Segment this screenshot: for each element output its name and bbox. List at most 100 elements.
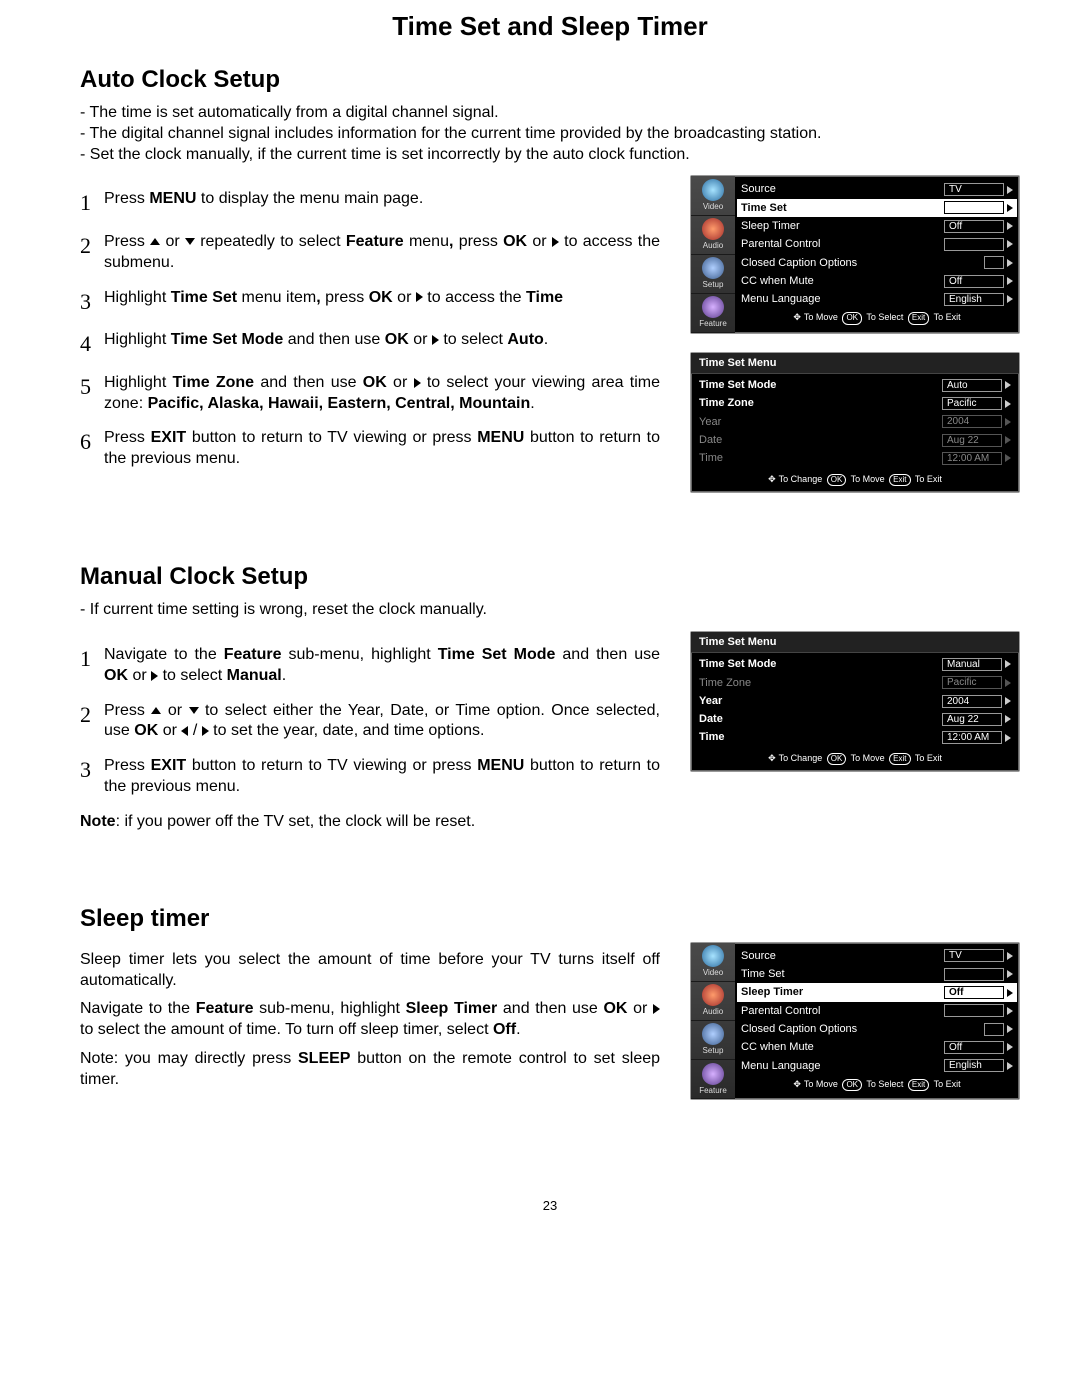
- osd-row-parental[interactable]: Parental Control: [741, 1002, 1013, 1020]
- osd-row-language[interactable]: Menu LanguageEnglish: [741, 1057, 1013, 1075]
- step-num: 6: [80, 428, 104, 457]
- step-text: Press or repeatedly to select Feature me…: [104, 232, 660, 274]
- step-text: Press MENU to display the menu main page…: [104, 189, 660, 210]
- section-sleep-heading: Sleep timer: [80, 903, 1020, 934]
- step-text: Press EXIT button to return to TV viewin…: [104, 428, 660, 470]
- osd-tab-feature[interactable]: Feature: [691, 1060, 735, 1099]
- sleep-p2: Navigate to the Feature sub-menu, highli…: [80, 999, 660, 1041]
- osd-row-source[interactable]: SourceTV: [741, 180, 1013, 198]
- chevron-right-icon: [1005, 454, 1011, 462]
- down-icon: [185, 238, 195, 245]
- osd-row-sleeptimer[interactable]: Sleep TimerOff: [741, 217, 1013, 235]
- osd-row-timezone: Time ZonePacific: [699, 674, 1011, 692]
- osd-row-cc-mute[interactable]: CC when MuteOff: [741, 272, 1013, 290]
- osd-footer: To Move OK To Select Exit To Exit: [741, 1075, 1013, 1097]
- audio-icon: [702, 218, 724, 240]
- manual-note: Note: if you power off the TV set, the c…: [80, 812, 660, 833]
- osd-tab-audio[interactable]: Audio: [691, 216, 735, 255]
- chevron-right-icon: [1007, 240, 1013, 248]
- chevron-right-icon: [1007, 204, 1013, 212]
- right-icon: [202, 726, 209, 736]
- chevron-right-icon: [1005, 418, 1011, 426]
- osd-row-cc-mute[interactable]: CC when MuteOff: [741, 1038, 1013, 1056]
- audio-icon: [702, 984, 724, 1006]
- osd-row-language[interactable]: Menu LanguageEnglish: [741, 290, 1013, 308]
- auto-steps: 1 Press MENU to display the menu main pa…: [80, 189, 660, 470]
- chevron-right-icon: [1007, 1062, 1013, 1070]
- osd-tab-audio[interactable]: Audio: [691, 982, 735, 1021]
- chevron-right-icon: [1005, 400, 1011, 408]
- step-text: Highlight Time Zone and then use OK or t…: [104, 373, 660, 415]
- right-icon: [414, 378, 421, 388]
- osd-tab-video[interactable]: Video: [691, 176, 735, 215]
- osd-row-time[interactable]: Time12:00 AM: [699, 728, 1011, 746]
- osd-row-year[interactable]: Year2004: [699, 692, 1011, 710]
- chevron-right-icon: [1005, 679, 1011, 687]
- video-icon: [702, 945, 724, 967]
- chevron-right-icon: [1007, 989, 1013, 997]
- osd-row-cc-options[interactable]: Closed Caption Options: [741, 254, 1013, 272]
- osd-footer: To Change OK To Move Exit To Exit: [691, 470, 1019, 492]
- step-num: 1: [80, 189, 104, 218]
- chevron-right-icon: [1005, 697, 1011, 705]
- up-icon: [151, 707, 161, 714]
- osd-row-sleeptimer[interactable]: Sleep TimerOff: [737, 983, 1017, 1001]
- osd-timeset-menu-manual: Time Set Menu Time Set ModeManual Time Z…: [690, 631, 1020, 772]
- chevron-right-icon: [1005, 660, 1011, 668]
- osd-row-parental[interactable]: Parental Control: [741, 235, 1013, 253]
- osd-feature-menu-timeset: Video Audio Setup Feature SourceTV Time …: [690, 175, 1020, 333]
- osd-row-source[interactable]: SourceTV: [741, 947, 1013, 965]
- osd-tab-setup[interactable]: Setup: [691, 255, 735, 294]
- chevron-right-icon: [1005, 734, 1011, 742]
- right-icon: [416, 292, 423, 302]
- setup-icon: [702, 257, 724, 279]
- right-icon: [653, 1004, 660, 1014]
- osd-row-timezone[interactable]: Time ZonePacific: [699, 394, 1011, 412]
- osd-header: Time Set Menu: [691, 353, 1019, 374]
- step-num: 1: [80, 645, 104, 674]
- chevron-right-icon: [1007, 277, 1013, 285]
- page-number: 23: [80, 1198, 1020, 1215]
- section-auto-heading: Auto Clock Setup: [80, 64, 1020, 95]
- setup-icon: [702, 1023, 724, 1045]
- osd-header: Time Set Menu: [691, 632, 1019, 653]
- osd-row-date: DateAug 22: [699, 431, 1011, 449]
- osd-footer: To Change OK To Move Exit To Exit: [691, 749, 1019, 771]
- osd-row-timeset[interactable]: Time Set: [737, 199, 1017, 217]
- step-num: 3: [80, 288, 104, 317]
- chevron-right-icon: [1007, 186, 1013, 194]
- manual-bullets: If current time setting is wrong, reset …: [80, 600, 1020, 621]
- auto-bullets: The time is set automatically from a dig…: [80, 103, 1020, 165]
- step-text: Press or to select either the Year, Date…: [104, 701, 660, 743]
- osd-row-timeset[interactable]: Time Set: [741, 965, 1013, 983]
- sleep-p1: Sleep timer lets you select the amount o…: [80, 950, 660, 992]
- up-icon: [150, 238, 160, 245]
- osd-row-time: Time12:00 AM: [699, 449, 1011, 467]
- feature-icon: [702, 296, 724, 318]
- step-text: Press EXIT button to return to TV viewin…: [104, 756, 660, 798]
- step-num: 2: [80, 232, 104, 261]
- osd-row-timesetmode[interactable]: Time Set ModeAuto: [699, 376, 1011, 394]
- osd-tab-video[interactable]: Video: [691, 943, 735, 982]
- osd-tab-feature[interactable]: Feature: [691, 294, 735, 333]
- osd-sidebar: Video Audio Setup Feature: [691, 176, 735, 332]
- osd-tab-setup[interactable]: Setup: [691, 1021, 735, 1060]
- chevron-right-icon: [1005, 381, 1011, 389]
- osd-timeset-menu-auto: Time Set Menu Time Set ModeAuto Time Zon…: [690, 352, 1020, 493]
- osd-row-cc-options[interactable]: Closed Caption Options: [741, 1020, 1013, 1038]
- step-num: 3: [80, 756, 104, 785]
- video-icon: [702, 179, 724, 201]
- chevron-right-icon: [1005, 436, 1011, 444]
- page-title: Time Set and Sleep Timer: [80, 10, 1020, 44]
- osd-sidebar: Video Audio Setup Feature: [691, 943, 735, 1099]
- chevron-right-icon: [1007, 222, 1013, 230]
- osd-row-timesetmode[interactable]: Time Set ModeManual: [699, 655, 1011, 673]
- section-manual-heading: Manual Clock Setup: [80, 561, 1020, 592]
- osd-feature-menu-sleeptimer: Video Audio Setup Feature SourceTV Time …: [690, 942, 1020, 1100]
- manual-bullet: If current time setting is wrong, reset …: [80, 600, 1020, 621]
- osd-row-date[interactable]: DateAug 22: [699, 710, 1011, 728]
- step-text: Highlight Time Set Mode and then use OK …: [104, 330, 660, 351]
- right-icon: [552, 237, 559, 247]
- step-num: 4: [80, 330, 104, 359]
- chevron-right-icon: [1007, 259, 1013, 267]
